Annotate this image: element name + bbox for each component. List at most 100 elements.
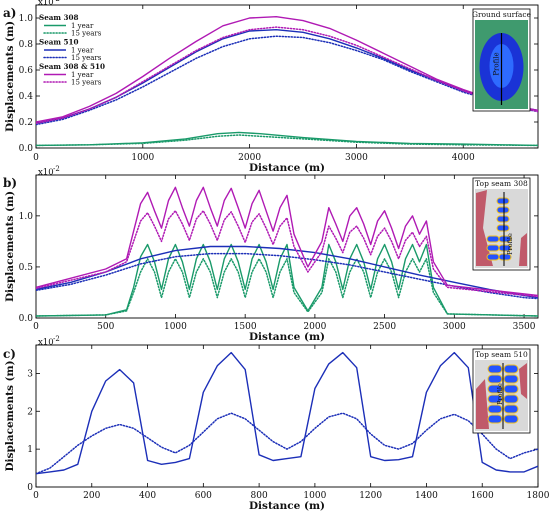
y-tick-label: 0.4 xyxy=(19,92,34,102)
scale-note: x10 xyxy=(38,338,54,348)
series-line-1 xyxy=(36,412,538,475)
x-tick-label: 1000 xyxy=(303,491,326,501)
y-tick-label: 0.0 xyxy=(19,314,34,324)
inset-map: Ground surface Profile xyxy=(472,8,532,112)
fault-zone xyxy=(476,379,489,429)
y-tick-label: 1 xyxy=(27,445,33,455)
profile-label: Profile xyxy=(506,233,514,255)
fault-zone-right xyxy=(519,233,527,266)
panel-block xyxy=(487,374,503,384)
panel-block xyxy=(503,404,519,414)
x-tick-label: 1000 xyxy=(164,322,187,332)
legend-entry: 1 year xyxy=(71,71,94,79)
x-tick-label: 3500 xyxy=(513,322,536,332)
y-axis-label: Displacements (m) xyxy=(4,191,16,302)
panel-block xyxy=(496,197,510,205)
x-tick-label: 1800 xyxy=(527,491,550,501)
inset-title: Top seam 510 xyxy=(475,350,528,359)
series-line-3 xyxy=(36,35,538,126)
y-tick-label: 0 xyxy=(27,483,33,493)
x-tick-label: 1500 xyxy=(234,322,257,332)
series-line-4 xyxy=(36,16,538,123)
fault-zone-right xyxy=(519,363,527,399)
x-tick-label: 0 xyxy=(33,491,39,501)
panel-block xyxy=(487,384,503,394)
panel-block xyxy=(487,414,503,424)
x-tick-label: 400 xyxy=(139,491,156,501)
legend-group-title: Seam 510 xyxy=(39,38,79,47)
panel-block xyxy=(486,253,500,261)
series-line-0 xyxy=(36,131,538,147)
y-tick-label: 0.5 xyxy=(19,263,34,273)
scale-note: x10 xyxy=(38,0,54,8)
legend-group-title: Seam 308 & 510 xyxy=(39,62,105,71)
scale-exponent: -2 xyxy=(53,165,60,173)
y-tick-label: 1.0 xyxy=(19,212,34,222)
legend-entry: 1 year xyxy=(71,22,94,30)
panel-block xyxy=(486,235,500,243)
panel-block xyxy=(498,253,512,261)
panel-label: c) xyxy=(3,347,16,361)
x-tick-label: 1400 xyxy=(415,491,438,501)
panel-block xyxy=(487,364,503,374)
x-tick-label: 1200 xyxy=(359,491,382,501)
plot-frame xyxy=(35,344,539,488)
x-tick-label: 600 xyxy=(195,491,212,501)
scale-exponent: -2 xyxy=(53,0,60,3)
panel-b: b)x10 -20.00.51.00 500 1000 1500 2000 2500 3000… xyxy=(3,165,539,343)
legend-group-title: Seam 308 xyxy=(39,13,79,22)
scale-note: x10 xyxy=(38,168,54,178)
panel-block xyxy=(496,215,510,223)
x-tick-label: 3000 xyxy=(345,153,368,163)
x-tick-label: 2500 xyxy=(373,322,396,332)
y-tick-label: 0.0 xyxy=(19,144,34,154)
profile-label: Profile xyxy=(493,52,501,75)
panel-c: c) x10 -2 0 1 2 3 0 200 400 600 800 1000 1200 1400 1600… xyxy=(3,335,550,512)
panel-block xyxy=(496,206,510,214)
series-line-0 xyxy=(36,351,538,475)
series-line-4 xyxy=(36,186,538,297)
inset-title: Ground surface xyxy=(472,10,532,19)
series-line-5 xyxy=(36,26,538,125)
legend-entry: 15 years xyxy=(71,54,102,62)
panel-block xyxy=(503,414,519,424)
panel-label: b) xyxy=(3,176,17,190)
panel-block xyxy=(487,404,503,414)
inset-title: Top seam 308 xyxy=(475,179,528,188)
x-axis-label: Distance (m) xyxy=(249,162,325,174)
panel-block xyxy=(503,384,519,394)
plot-frame xyxy=(35,4,539,149)
x-tick-label: 4000 xyxy=(452,153,475,163)
y-tick-label: 0.8 xyxy=(19,40,34,50)
y-tick-label: 0.2 xyxy=(19,118,33,128)
x-tick-label: 2000 xyxy=(303,322,326,332)
series-group xyxy=(36,186,538,317)
x-tick-label: 3000 xyxy=(443,322,466,332)
x-tick-label: 1600 xyxy=(471,491,494,501)
panel-block xyxy=(498,235,512,243)
panel-block xyxy=(487,394,503,404)
legend-entry: 15 years xyxy=(71,79,102,87)
panel-label: a) xyxy=(3,6,16,20)
series-group xyxy=(36,16,538,147)
panel-a: a)x10-20.00.20.40.60.81.0010002000300040… xyxy=(3,0,539,174)
inset-map: Top seam 510 Profile xyxy=(472,348,531,434)
x-tick-label: 2000 xyxy=(238,153,261,163)
profile-label: Profile xyxy=(496,383,504,405)
y-axis-label: Displacements (m) xyxy=(4,360,16,471)
x-tick-label: 500 xyxy=(97,322,114,332)
series-group xyxy=(36,351,538,475)
x-tick-label: 800 xyxy=(251,491,268,501)
panel-block xyxy=(496,224,510,232)
panel-block xyxy=(486,244,500,252)
panel-block xyxy=(498,244,512,252)
legend-entry: 15 years xyxy=(71,30,102,38)
y-tick-label: 0.6 xyxy=(19,66,34,76)
y-tick-label: 1.0 xyxy=(19,14,34,24)
series-line-3 xyxy=(36,252,538,300)
series-line-1 xyxy=(36,258,538,317)
panel-block xyxy=(503,364,519,374)
x-tick-label: 0 xyxy=(33,153,39,163)
x-axis-label: Distance (m) xyxy=(249,331,325,343)
